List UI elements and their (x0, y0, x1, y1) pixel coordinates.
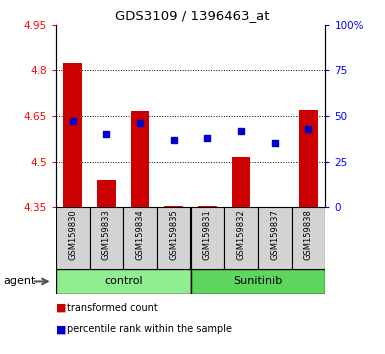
Bar (97, 180, 115, 207)
Bar (292, 207, 325, 269)
Bar (299, 110, 318, 207)
Text: GSM159830: GSM159830 (68, 209, 77, 260)
Text: transformed count: transformed count (67, 303, 158, 313)
Text: ■: ■ (56, 303, 66, 313)
Bar (191, 269, 325, 294)
Text: GSM159838: GSM159838 (304, 209, 313, 260)
Text: GSM159833: GSM159833 (102, 209, 111, 260)
Text: GSM159832: GSM159832 (237, 209, 246, 260)
Text: control: control (104, 276, 142, 286)
Point (204, 135, 211, 141)
Text: GSM159831: GSM159831 (203, 209, 212, 260)
Bar (258, 207, 292, 269)
Bar (191, 207, 224, 269)
Bar (224, 207, 258, 269)
Bar (266, 207, 284, 209)
Text: GDS3109 / 1396463_at: GDS3109 / 1396463_at (115, 9, 270, 22)
Text: Sunitinib: Sunitinib (233, 276, 283, 286)
Point (305, 126, 311, 132)
Text: percentile rank within the sample: percentile rank within the sample (67, 324, 233, 334)
Bar (89, 207, 123, 269)
Bar (157, 207, 191, 269)
Text: GSM159837: GSM159837 (270, 209, 279, 260)
Bar (131, 112, 149, 207)
Bar (164, 206, 183, 207)
Text: GSM159835: GSM159835 (169, 209, 178, 260)
Bar (123, 207, 157, 269)
Point (70, 119, 76, 124)
Bar (198, 206, 217, 207)
Bar (56, 269, 191, 294)
Point (238, 128, 244, 133)
Text: agent: agent (4, 276, 36, 286)
Bar (56, 207, 89, 269)
Point (137, 120, 143, 126)
Bar (64, 63, 82, 207)
Text: ■: ■ (56, 324, 66, 334)
Point (103, 131, 109, 137)
Point (272, 141, 278, 146)
Bar (232, 157, 250, 207)
Text: GSM159834: GSM159834 (136, 209, 144, 260)
Point (171, 137, 177, 142)
